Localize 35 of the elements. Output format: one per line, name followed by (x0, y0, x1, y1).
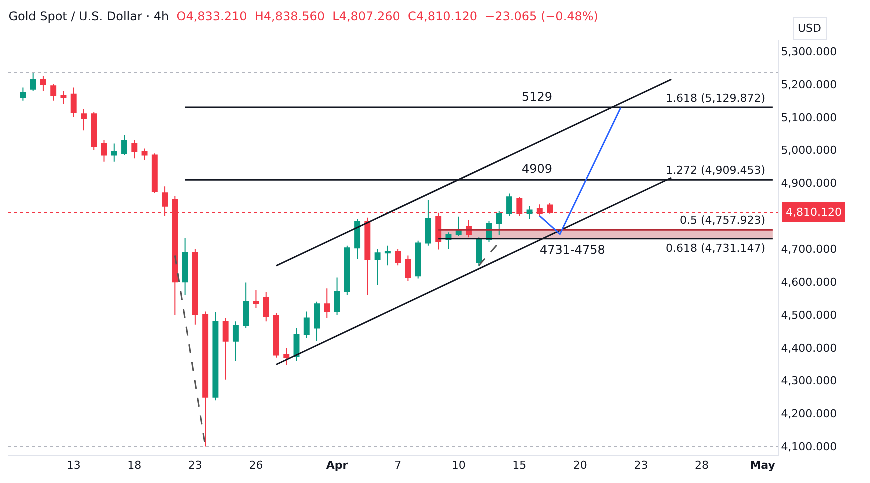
y-tick-label: 4,900.000 (781, 177, 838, 190)
y-tick-label: 5,200.000 (781, 78, 838, 92)
y-tick-label: 5,300.000 (781, 45, 838, 58)
y-tick-label: 5,000.000 (781, 144, 838, 158)
chart-subtitle: O4,833.210 H4,838.560 L4,807.260 C4,810.120 −23.065 (−0.48%) (176, 9, 598, 24)
y-tick-label: 4,200.000 (781, 408, 838, 421)
series-label: 4731-4758 (540, 243, 606, 257)
y-tick-label: 4,500.000 (781, 308, 838, 322)
x-tick-label: 26 (249, 459, 264, 472)
x-tick-label: 13 (66, 459, 81, 472)
y-tick-label: 4,100.000 (781, 440, 838, 454)
y-tick-label: 4,300.000 (781, 374, 838, 388)
x-tick-label: Apr (326, 459, 349, 472)
x-tick-label: 15 (512, 459, 527, 472)
annotation: 1.618 (5,129.872) (666, 92, 766, 105)
y-axis-title: USD (798, 22, 822, 35)
y-tick-label: 4,700.000 (781, 243, 838, 256)
annotation: 0.618 (4,731.147) (666, 242, 766, 255)
x-tick-label: 20 (573, 459, 588, 472)
y-tick-label: 4,600.000 (781, 276, 838, 289)
x-tick-label: 7 (394, 459, 402, 472)
ref-line-label: 4,810.120 (786, 206, 842, 219)
annotation: 1.272 (4,909.453) (666, 164, 766, 177)
x-tick-label: 23 (634, 459, 648, 472)
chart-title: Gold Spot / U.S. Dollar · 4h (8, 9, 170, 24)
y-tick-label: 4,400.000 (781, 342, 838, 355)
x-tick-label: 10 (452, 459, 466, 472)
x-tick-label: 23 (188, 459, 202, 472)
series-label: 5129 (522, 90, 553, 104)
x-tick-label: May (750, 459, 776, 472)
x-tick-label: 18 (128, 459, 142, 472)
series-label: 4909 (522, 162, 553, 176)
annotation: 0.5 (4,757.923) (680, 214, 766, 227)
y-tick-label: 5,100.000 (781, 111, 838, 124)
x-tick-label: 28 (695, 459, 710, 472)
